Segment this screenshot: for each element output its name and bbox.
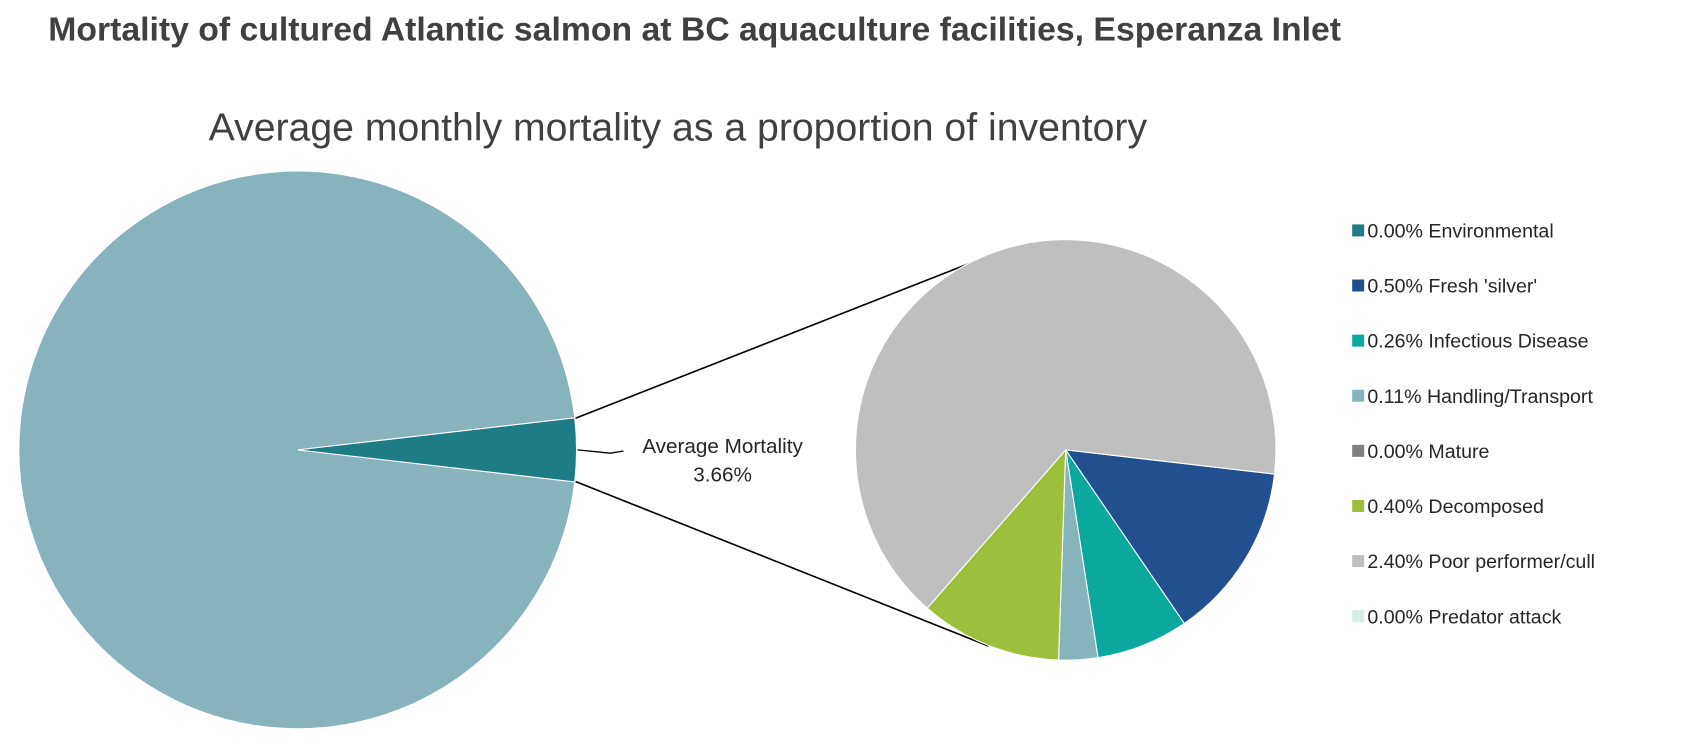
legend-entry: 0.11% Handling/Transport [1367,386,1593,408]
legend-label: Fresh 'silver' [1428,276,1537,298]
legend-entry: 0.00% Environmental [1367,220,1553,242]
legend-value: 0.26% [1367,331,1423,353]
legend-label: Poor performer/cull [1428,551,1595,573]
legend-swatch [1352,389,1365,402]
pie-slice [297,417,578,483]
legend-entry: 0.00% Predator attack [1367,606,1561,628]
data-label-value: 3.66% [693,463,752,486]
legend-swatch [1352,610,1365,623]
legend-entry: 0.00% Mature [1367,441,1489,463]
connector-line [575,480,989,647]
data-label: Average Mortality 3.66% [642,435,803,486]
pie-slice [18,170,576,730]
legend-value: 0.00% [1367,220,1423,242]
chart-title: Mortality of cultured Atlantic salmon at… [48,10,1341,48]
legend-entry: 2.40% Poor performer/cull [1367,551,1595,573]
legend-swatch [1352,444,1365,457]
pie-slice [854,239,1277,609]
legend-label: Mature [1428,441,1489,463]
legend-value: 2.40% [1367,551,1423,573]
legend-label: Decomposed [1428,496,1543,518]
chart-subtitle: Average monthly mortality as a proportio… [209,107,1148,150]
legend-value: 0.40% [1367,496,1423,518]
pie-slice [1064,449,1276,625]
legend-swatch [1352,224,1365,237]
pie-slice [926,448,1067,661]
legend-swatch [1352,555,1365,568]
legend-value: 0.50% [1367,276,1423,298]
data-label-category: Average Mortality [642,435,803,458]
legend-value: 0.11% [1367,386,1421,408]
legend-value: 0.00% [1367,441,1423,463]
legend-value: 0.00% [1367,606,1423,628]
legend-entry: 0.50% Fresh 'silver' [1367,276,1537,298]
legend-swatch [1352,279,1365,292]
label-leader [577,449,624,454]
legend-label: Handling/Transport [1427,386,1593,408]
legend-entry: 0.40% Decomposed [1367,496,1543,518]
legend-swatch [1352,499,1365,512]
connector-line [575,255,989,420]
legend-label: Infectious Disease [1428,331,1588,353]
legend-label: Predator attack [1428,606,1561,628]
legend-entry: 0.26% Infectious Disease [1367,331,1588,353]
legend-label: Environmental [1428,220,1553,242]
legend-swatch [1352,334,1365,347]
